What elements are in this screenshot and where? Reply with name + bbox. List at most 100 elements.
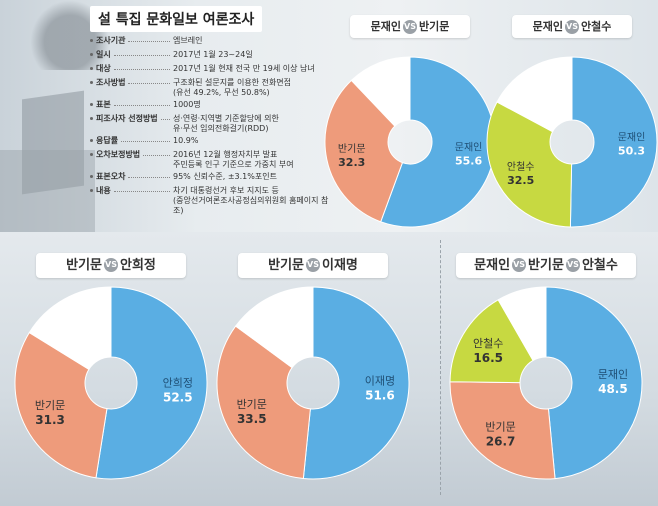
- info-row-value-line: 10.9%: [173, 136, 199, 145]
- slice-label-name: 반기문: [237, 398, 267, 411]
- leader-dots: [128, 177, 170, 178]
- slice-label-value: 48.5: [598, 382, 628, 396]
- info-row-label: 응답률: [89, 136, 119, 145]
- chart-title: 반기문 VS 이재명: [238, 252, 388, 278]
- info-row-label: 조사방법: [89, 78, 126, 87]
- slice-label-value: 52.5: [163, 390, 193, 404]
- slice-label-name: 안희정: [163, 376, 193, 389]
- info-row-value: 2017년 1월 현재 전국 만 19세 이상 남녀: [173, 64, 338, 74]
- leader-dots: [128, 83, 170, 84]
- info-row: 표본 1000명: [90, 100, 330, 114]
- info-row-value-line: 엠브레인: [173, 36, 203, 45]
- info-row-value-line: 1000명: [173, 100, 201, 109]
- slice-label-value: 31.3: [35, 413, 65, 427]
- info-row-value-line: 2017년 1월 현재 전국 만 19세 이상 남녀: [173, 64, 315, 73]
- chart-title: 문재인 VS 반기문 VS 안철수: [456, 252, 636, 278]
- info-row-label: 표본: [90, 100, 111, 109]
- leader-dots: [128, 41, 170, 42]
- info-row-label: 오차보정방법: [89, 150, 141, 159]
- info-row-value: 2017년 1월 23~24일: [173, 50, 338, 60]
- info-row: 피조사자 선정방법 성·연령·지역별 기준할당에 의한 유·무선 임의전화걸기(RD…: [90, 114, 330, 136]
- info-row-value-line: (유선 49.2%, 무선 50.8%): [173, 88, 270, 97]
- leader-dots: [143, 155, 170, 156]
- candidate-name: 반기문: [268, 257, 304, 273]
- info-row: 오차보정방법 2016년 12월 행정자치부 발표 주민등록 인구 기준으로 가중치…: [89, 150, 330, 172]
- info-row-value: 성·연령·지역별 기준할당에 의한 유·무선 임의전화걸기(RDD): [173, 114, 338, 134]
- slice-label-value: 32.5: [507, 174, 534, 187]
- vs-badge: VS: [403, 19, 417, 34]
- slice-label-value: 33.5: [237, 412, 267, 426]
- chart-title: 반기문 VS 안희정: [36, 252, 186, 278]
- pie-slice: [449, 381, 556, 480]
- candidate-name: 문재인: [532, 19, 563, 33]
- slice-label-value: 16.5: [473, 351, 503, 365]
- pie-slice: [569, 56, 658, 228]
- slice-label-name: 안철수: [473, 337, 503, 350]
- candidate-name: 안희정: [120, 257, 156, 273]
- info-row-label: 내용: [90, 186, 111, 195]
- info-row-value-line: 유·무선 임의전화걸기(RDD): [173, 124, 269, 133]
- info-row-value-line: 구조화된 설문지를 이용한 전화면접: [173, 78, 292, 87]
- slice-label-value: 50.3: [618, 145, 645, 158]
- vs-badge: VS: [512, 258, 527, 272]
- info-row-label: 조사기관: [89, 36, 126, 45]
- pie-slice: [486, 101, 573, 228]
- leader-dots: [161, 119, 170, 120]
- info-row: 조사기관 엠브레인: [89, 36, 330, 50]
- pie-slice: [449, 299, 534, 384]
- survey-title: 설 특집 문화일보 여론조사: [90, 6, 263, 32]
- pie-slice: [350, 56, 411, 127]
- pie-slice: [95, 286, 208, 480]
- pie-slice: [496, 56, 573, 133]
- pie-slice: [380, 56, 496, 228]
- vs-badge: VS: [104, 258, 118, 272]
- slice-label-name: 안철수: [507, 161, 535, 173]
- info-row: 응답률 10.9%: [89, 136, 330, 150]
- info-row-label: 대상: [90, 64, 111, 73]
- leader-dots: [114, 69, 170, 70]
- leader-dots: [121, 141, 170, 142]
- leader-dots: [114, 105, 170, 106]
- candidate-name: 반기문: [66, 257, 102, 273]
- slice-label-name: 문재인: [618, 132, 646, 144]
- info-row-value: 차기 대통령선거 후보 지지도 등 (중앙선거여론조사공정심의위원회 홈페이지 참…: [173, 186, 338, 216]
- pie-slice: [545, 286, 643, 480]
- info-row-value: 2016년 12월 행정자치부 발표 주민등록 인구 기준으로 가중치 부여: [173, 150, 338, 170]
- info-row: 조사방법 구조화된 설문지를 이용한 전화면접 (유선 49.2%, 무선 50.8…: [89, 78, 330, 100]
- info-row-label: 표본오차: [89, 172, 126, 181]
- slice-label-value: 55.6: [455, 154, 482, 167]
- pie-slice: [14, 331, 108, 479]
- section-divider: [440, 240, 441, 495]
- candidate-name: 안철수: [581, 19, 612, 33]
- candidate-name: 문재인: [370, 19, 401, 33]
- candidate-name: 반기문: [419, 19, 450, 33]
- pie-slice: [234, 286, 314, 369]
- info-row-value-line: (중앙선거여론조사공정심의위원회 홈페이지 참조): [173, 196, 329, 215]
- slice-label-name: 문재인: [455, 141, 483, 153]
- info-row-value-line: 성·연령·지역별 기준할당에 의한: [173, 114, 279, 123]
- info-row-value: 1000명: [173, 100, 338, 110]
- info-row: 내용 차기 대통령선거 후보 지지도 등 (중앙선거여론조사공정심의위원회 홈페이지…: [90, 186, 330, 215]
- info-row-value: 구조화된 설문지를 이용한 전화면접 (유선 49.2%, 무선 50.8%): [173, 78, 338, 98]
- chart-title: 문재인 VS 안철수: [512, 14, 632, 38]
- slice-label-name: 반기문: [485, 420, 515, 433]
- info-row-label: 피조사자 선정방법: [90, 114, 158, 123]
- candidate-name: 문재인: [474, 257, 511, 273]
- vs-badge: VS: [565, 258, 580, 272]
- info-row: 표본오차 95% 신뢰수준, ±3.1%포인트: [89, 172, 330, 186]
- slice-label-name: 반기문: [338, 143, 366, 155]
- candidate-name: 안철수: [581, 257, 618, 273]
- slice-label-value: 32.3: [338, 156, 365, 169]
- leader-dots: [114, 55, 170, 56]
- leader-dots: [114, 191, 170, 192]
- info-row-label: 일시: [90, 50, 111, 59]
- info-row-value-line: 2017년 1월 23~24일: [173, 50, 253, 59]
